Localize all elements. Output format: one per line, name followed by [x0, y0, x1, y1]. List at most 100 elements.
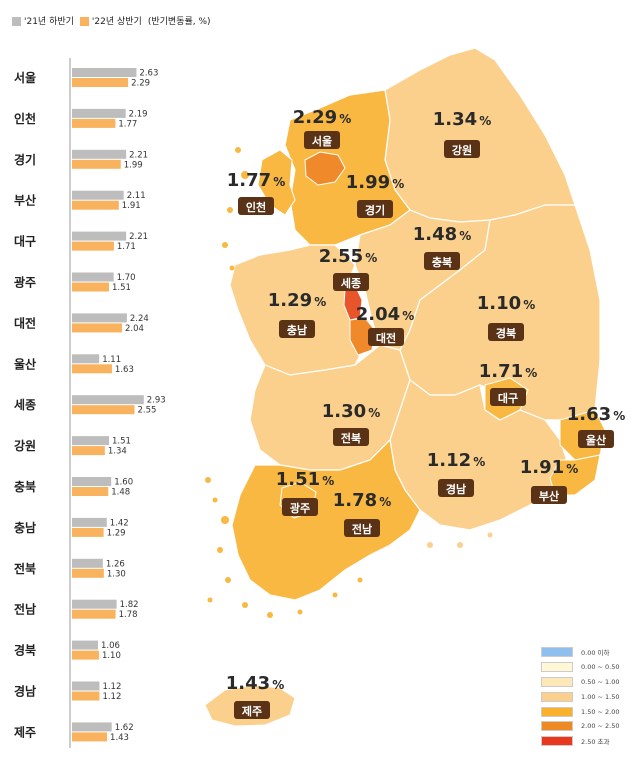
data-label: 1.60 — [114, 478, 133, 488]
region-value: 1.77% — [227, 170, 285, 191]
bar-2022 — [72, 732, 108, 742]
map-labels: 2.29 % 서울 1.77 % 인천 1.99 % 경기 1.34 % 강원 2.55 % 세종 1.48%… — [226, 107, 625, 719]
bar-2021 — [72, 477, 112, 486]
data-label: 1.51 — [112, 283, 131, 293]
data-label: 2.04 — [125, 324, 144, 334]
bar-2021 — [72, 68, 137, 77]
legend-swatch-2021 — [12, 17, 21, 26]
category-label: 경남 — [14, 684, 36, 699]
bar-2021 — [72, 313, 127, 323]
category-label: 전북 — [14, 561, 36, 576]
data-label: 1.63 — [115, 365, 134, 375]
data-label: 2.19 — [129, 109, 148, 119]
region-name: 경북 — [496, 326, 516, 340]
scale-swatch — [541, 691, 573, 702]
region-daejeon-shape — [349, 317, 376, 356]
bar-2022 — [72, 487, 109, 496]
scale-swatch — [541, 676, 573, 687]
data-label: 2.21 — [129, 150, 148, 160]
islands — [205, 147, 363, 618]
category-label: 광주 — [14, 275, 36, 290]
legend-item-2021: '21년 하반기 — [12, 14, 74, 27]
bar-2021 — [72, 395, 144, 405]
region-name: 전남 — [352, 522, 372, 536]
region-value: 1.12% — [427, 450, 485, 471]
category-label: 세종 — [14, 397, 36, 412]
bar-2021 — [72, 108, 126, 118]
category-label: 울산 — [14, 356, 36, 371]
data-label: 1.11 — [102, 355, 121, 365]
data-label: 1.51 — [112, 437, 131, 447]
scale-swatch — [541, 736, 573, 747]
legend-label-2022: '22년 상반기 — [91, 17, 142, 27]
scale-label: 0.00 ~ 0.50 — [581, 663, 620, 672]
region-name: 세종 — [341, 276, 361, 290]
region-value: 1.29% — [268, 290, 326, 311]
data-label: 1.26 — [106, 559, 125, 569]
region-name-badge — [444, 140, 480, 158]
bar-2021 — [72, 354, 100, 364]
bar-2022 — [72, 200, 119, 210]
bar-2022 — [72, 446, 105, 456]
data-label: 1.43 — [110, 733, 129, 743]
data-label: 1.62 — [115, 723, 134, 733]
bar-2022 — [72, 78, 129, 87]
region-name: 서울 — [312, 134, 332, 148]
category-label: 대전 — [14, 315, 36, 330]
bar-2022 — [72, 159, 121, 169]
scale-legend-item: 0.00 이하 — [541, 645, 620, 660]
bar-2022 — [72, 527, 104, 537]
data-label: 1.91 — [122, 201, 141, 211]
bar-2021 — [72, 681, 100, 691]
region-name-badge — [490, 388, 526, 406]
map-regions — [204, 47, 606, 727]
data-label: 1.48 — [111, 488, 130, 498]
category-label: 제주 — [14, 725, 36, 739]
region-value: 1.91% — [520, 457, 578, 478]
category-label: 전남 — [14, 602, 36, 617]
region-name-badge — [344, 519, 380, 537]
bar-2021 — [72, 272, 114, 282]
bar-2022 — [72, 282, 109, 292]
scale-swatch — [541, 662, 573, 673]
region-name-badge — [333, 428, 369, 446]
legend-item-2022: '22년 상반기 — [79, 14, 142, 27]
bar-2021 — [72, 149, 127, 159]
data-label: 1.12 — [102, 682, 121, 692]
region-name: 대전 — [376, 331, 396, 345]
region-name-badge — [304, 131, 340, 149]
bar-2021 — [72, 558, 103, 568]
region-busan-shape — [549, 454, 601, 496]
region-value: 1.51% — [276, 469, 334, 490]
scale-label: 1.50 ~ 2.00 — [581, 707, 620, 716]
region-value: 1.78% — [333, 490, 391, 511]
bar-2022 — [72, 364, 112, 374]
region-value: 1.63% — [567, 404, 625, 425]
data-label: 1.77 — [118, 119, 137, 129]
scale-label: 2.50 초과 — [581, 738, 610, 747]
region-name-badge — [424, 252, 460, 270]
data-label: 2.11 — [127, 191, 146, 201]
scale-swatch — [541, 721, 573, 732]
scale-label: 0.00 이하 — [581, 649, 610, 658]
legend-swatch-2022 — [79, 17, 89, 26]
scale-legend: 0.00 이하 0.00 ~ 0.50 0.50 ~ 1.00 1.00 ~ 1.50… — [541, 645, 620, 749]
region-name: 전북 — [341, 431, 361, 445]
bar-2021 — [72, 190, 124, 200]
scale-label: 1.00 ~ 1.50 — [581, 692, 620, 701]
data-label: 1.30 — [107, 569, 126, 579]
category-label: 인천 — [14, 111, 36, 126]
region-name: 충남 — [287, 323, 307, 337]
bar-2021 — [72, 722, 112, 732]
region-value: 1.34% — [433, 109, 491, 130]
data-label: 2.21 — [129, 232, 148, 242]
scale-legend-item: 2.50 초과 — [541, 734, 620, 749]
category-label: 서울 — [14, 70, 36, 85]
bar-2022 — [72, 609, 116, 619]
region-name: 제주 — [242, 704, 262, 718]
region-value: 2.04% — [356, 304, 414, 325]
category-label: 충남 — [14, 520, 36, 535]
data-label: 1.06 — [101, 641, 120, 651]
region-name: 인천 — [246, 200, 266, 214]
